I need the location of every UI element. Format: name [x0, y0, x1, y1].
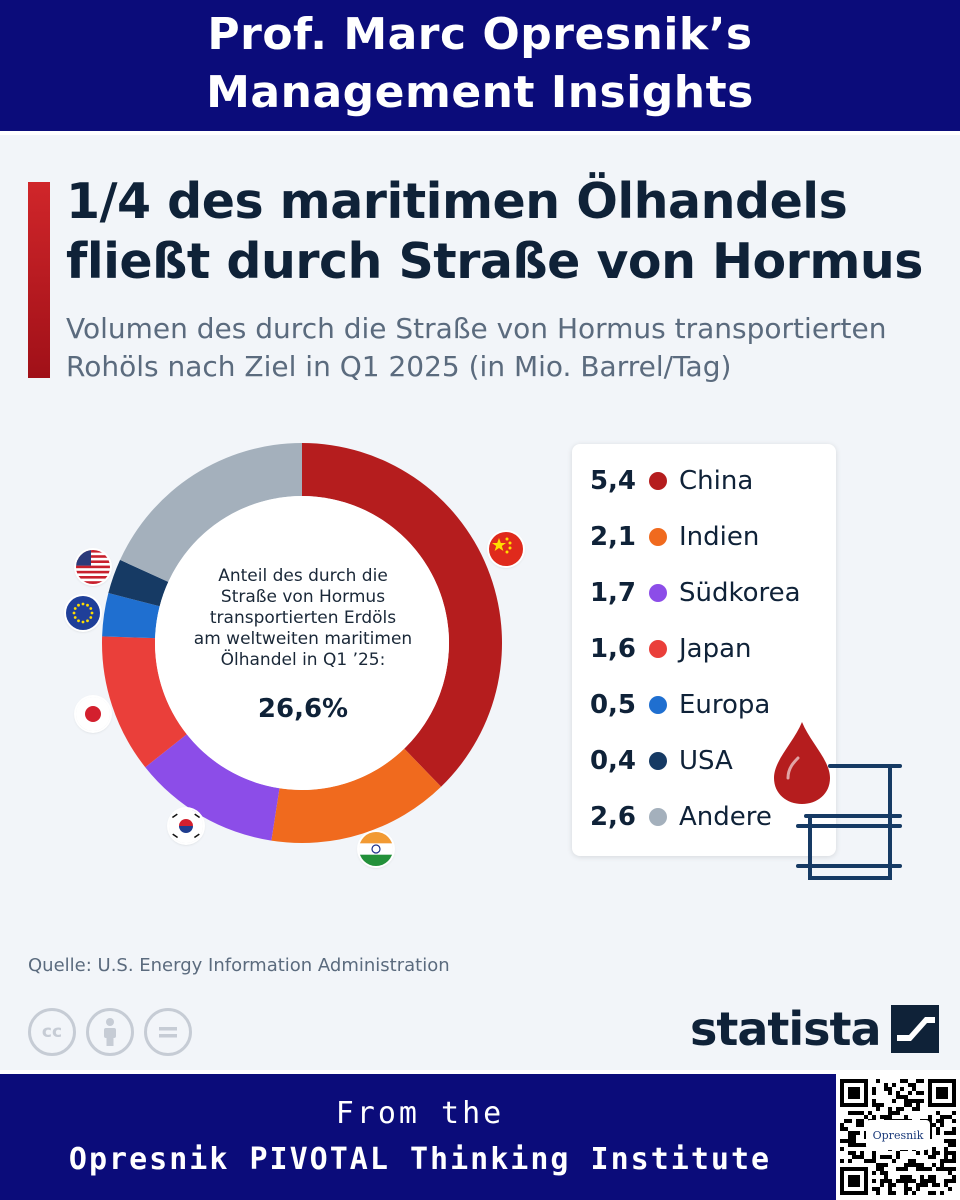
donut-slice-japan[interactable] — [102, 636, 187, 768]
banner-title-line-1: Prof. Marc Opresnik’s — [207, 9, 753, 60]
donut-slice-europa[interactable] — [102, 593, 160, 639]
usa-flag-icon — [76, 550, 110, 584]
legend-swatch — [649, 640, 667, 658]
india-flag-icon — [359, 832, 393, 866]
donut-hole — [155, 496, 449, 790]
legend-swatch — [649, 472, 667, 490]
legend-label: China — [679, 466, 754, 496]
legend-value: 0,5 — [589, 690, 636, 720]
legend-label: Andere — [679, 802, 772, 832]
chart-subtitle-line-2: Rohöls nach Ziel in Q1 2025 (in Mio. Bar… — [66, 350, 732, 383]
donut-chart — [102, 443, 503, 843]
footer-line-2: Opresnik PIVOTAL Thinking Institute — [68, 1142, 772, 1177]
legend-value: 2,1 — [589, 522, 636, 552]
donut-slice-china[interactable] — [302, 443, 503, 787]
donut-slice-usa[interactable] — [108, 559, 169, 607]
legend-swatch — [649, 584, 667, 602]
legend-label: Südkorea — [679, 578, 801, 608]
center-line: transportierten Erdöls — [209, 608, 397, 628]
center-annotation: Anteil des durch die Straße von Hormus t… — [188, 566, 418, 671]
legend-label: USA — [679, 746, 733, 776]
title-accent-bar — [28, 182, 50, 378]
top-banner: Prof. Marc Opresnik’s Management Insight… — [0, 0, 960, 135]
legend-label: Indien — [679, 522, 760, 552]
legend-swatch — [649, 752, 667, 770]
legend-swatch — [649, 528, 667, 546]
cc-icon[interactable]: cc — [28, 1008, 76, 1056]
legend-item: 1,7 Südkorea — [572, 565, 836, 621]
center-line: am weltweiten maritimen — [193, 629, 413, 649]
footer-line-1: From the — [335, 1096, 505, 1131]
chart-title-line-1: 1/4 des maritimen Ölhandels — [66, 173, 848, 230]
license-icons: cc — [28, 1008, 192, 1056]
center-line: Ölhandel in Q1 ’25: — [220, 650, 386, 670]
legend-value: 0,4 — [589, 746, 636, 776]
chart-title-line-2: fließt durch Straße von Hormus — [66, 233, 923, 290]
statista-mark-icon — [890, 1005, 939, 1053]
legend-item: 0,4 USA — [572, 733, 836, 789]
chart-title: 1/4 des maritimen Ölhandels fließt durch… — [66, 172, 946, 292]
legend-value: 1,6 — [589, 634, 636, 664]
statista-wordmark: statista — [690, 1002, 882, 1056]
legend-swatch — [649, 696, 667, 714]
chart-subtitle-line-1: Volumen des durch die Straße von Hormus … — [66, 312, 887, 345]
center-value: 26,6% — [257, 694, 349, 724]
banner-title-line-2: Management Insights — [206, 67, 754, 118]
attribution-person-icon[interactable] — [86, 1008, 134, 1056]
no-derivatives-icon[interactable] — [144, 1008, 192, 1056]
eu-flag-icon — [66, 596, 100, 630]
china-flag-icon — [489, 532, 523, 566]
qr-code[interactable]: Opresnik — [836, 1074, 960, 1200]
legend-item: 1,6 Japan — [572, 621, 836, 677]
qr-seal-text: Opresnik — [872, 1128, 924, 1142]
center-line: Anteil des durch die — [218, 566, 388, 586]
oil-barrel-icon — [774, 722, 902, 880]
legend: 5,4 China 2,1 Indien 1,7 Südkorea 1,6 Japan 0,5 E… — [572, 444, 836, 856]
legend-swatch — [649, 808, 667, 826]
bottom-banner: From the Opresnik PIVOTAL Thinking Insti… — [0, 1070, 960, 1200]
center-line: Straße von Hormus — [220, 587, 386, 607]
source-note: Quelle: U.S. Energy Information Administ… — [28, 955, 450, 976]
legend-item: 2,6 Andere — [572, 789, 836, 845]
legend-item: 2,1 Indien — [572, 509, 836, 565]
donut-slice-andere[interactable] — [120, 443, 302, 582]
legend-value: 2,6 — [589, 802, 636, 832]
south-korea-flag-icon — [169, 809, 203, 843]
legend-label: Japan — [679, 634, 752, 664]
legend-value: 1,7 — [589, 578, 636, 608]
qr-center-logo: Opresnik — [866, 1120, 930, 1150]
legend-item: 0,5 Europa — [572, 677, 836, 733]
japan-flag-icon — [76, 697, 110, 731]
legend-value: 5,4 — [589, 466, 636, 496]
donut-slice-südkorea[interactable] — [145, 734, 280, 841]
donut-slice-indien[interactable] — [271, 748, 442, 843]
legend-label: Europa — [679, 690, 771, 720]
chart-subtitle: Volumen des durch die Straße von Hormus … — [66, 310, 946, 386]
legend-item: 5,4 China — [572, 453, 836, 509]
statista-logo[interactable]: statista — [690, 1002, 939, 1056]
